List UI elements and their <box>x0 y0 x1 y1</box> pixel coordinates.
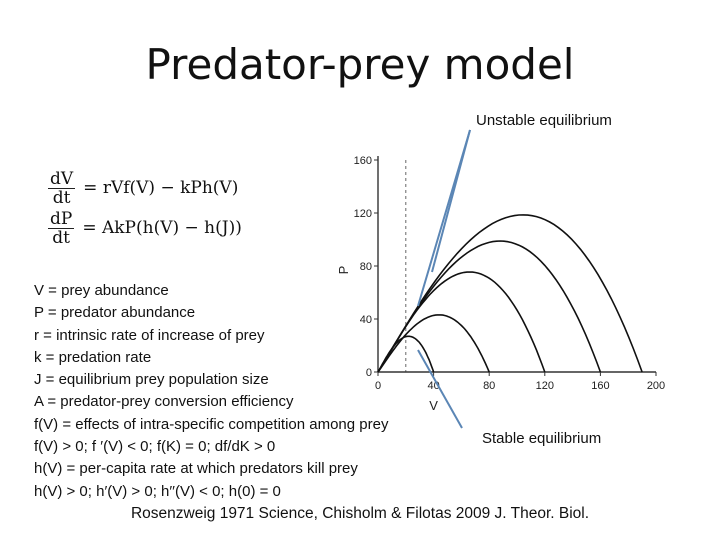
x-axis-label: V <box>429 398 438 413</box>
definitions-list: V = prey abundance P = predator abundanc… <box>34 280 388 503</box>
prey-isocline-K80 <box>377 314 490 373</box>
stable-equilibrium-label: Stable equilibrium <box>482 430 602 447</box>
definition-item: J = equilibrium prey population size <box>34 371 269 389</box>
prey-derivative-den: dt <box>52 187 71 208</box>
unstable-equilibrium-label: Unstable equilibrium <box>476 112 612 129</box>
unstable-arrow-line <box>431 129 471 273</box>
unstable-arrow-line <box>417 129 471 307</box>
slide-title: Predator-prey model <box>145 40 575 89</box>
prey-equation: dV dt = rVf(V) − kPh(V) <box>48 168 242 208</box>
prey-derivative: dV dt <box>48 168 76 208</box>
stable-arrow-line <box>417 349 463 429</box>
predator-derivative-den: dt <box>52 227 71 248</box>
definition-item: h(V) = per-capita rate at which predator… <box>34 460 358 478</box>
x-tick-label: 120 <box>536 380 554 392</box>
predator-equation: dP dt = AkP(h(V) − h(J)) <box>48 208 242 248</box>
definition-item: f(V) = effects of intra-specific competi… <box>34 415 389 433</box>
y-axis-label: P <box>336 266 351 275</box>
citation-text: Rosenzweig 1971 Science, Chisholm & Filo… <box>130 505 590 522</box>
definition-item: A = predator-prey conversion efficiency <box>34 393 294 411</box>
prey-isocline-K120 <box>377 271 546 373</box>
definition-item: P = predator abundance <box>34 304 196 322</box>
x-tick-label: 80 <box>483 380 495 392</box>
definition-item: f(V) > 0; f ′(V) < 0; f(K) = 0; df/dK > … <box>34 438 276 456</box>
definition-item: V = prey abundance <box>34 282 169 299</box>
definition-item: k = predation rate <box>34 348 152 366</box>
prey-derivative-num: dV <box>48 168 76 189</box>
annotation-arrows <box>417 129 471 429</box>
prey-isocline-K160 <box>377 240 602 373</box>
definition-item: h(V) > 0; h′(V) > 0; h′′(V) < 0; h(0) = … <box>34 482 281 500</box>
x-tick-label: 160 <box>591 380 609 392</box>
predator-derivative-num: dP <box>48 208 75 229</box>
predator-derivative: dP dt <box>48 208 75 248</box>
prey-isocline-K190 <box>377 214 643 373</box>
x-tick-label: 40 <box>427 380 439 392</box>
x-tick-label: 200 <box>647 380 665 392</box>
predator-equation-rhs: = AkP(h(V) − h(J)) <box>82 218 242 238</box>
y-tick-label: 160 <box>354 155 372 167</box>
y-tick-label: 80 <box>360 261 372 273</box>
chart-series <box>377 214 643 373</box>
prey-equation-rhs: = rVf(V) − kPh(V) <box>83 178 239 198</box>
definition-item: r = intrinsic rate of increase of prey <box>34 326 265 344</box>
y-tick-label: 120 <box>354 208 372 220</box>
model-equations: dV dt = rVf(V) − kPh(V) dP dt = AkP(h(V)… <box>48 168 242 248</box>
citation: Rosenzweig 1971 Science, Chisholm & Filo… <box>0 505 720 523</box>
